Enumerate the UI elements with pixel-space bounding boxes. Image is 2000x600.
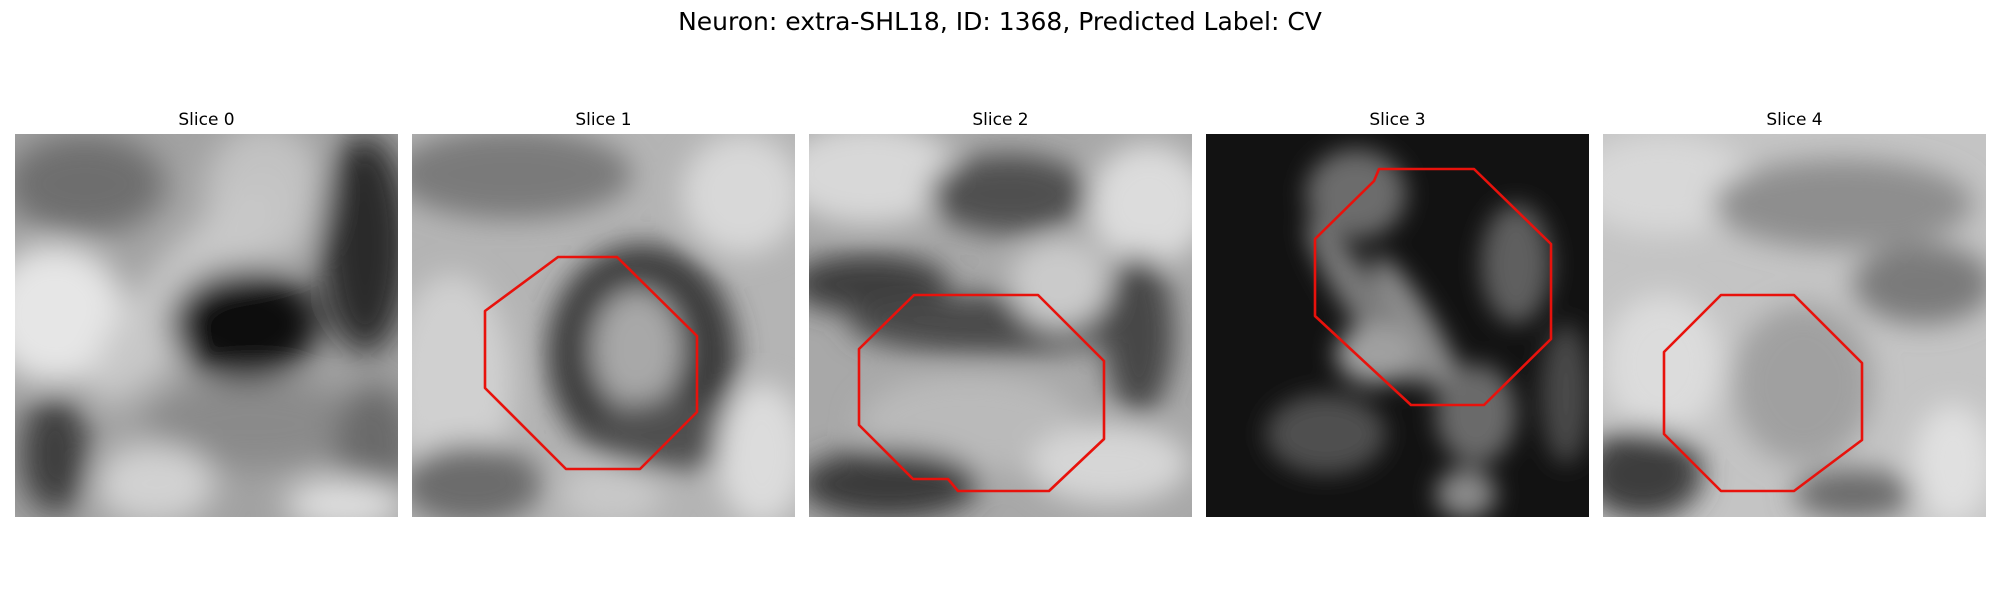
slice-panel-1: Slice 1 bbox=[412, 0, 795, 600]
slice-image-4 bbox=[1603, 134, 1986, 517]
slice-panel-0: Slice 0 bbox=[15, 0, 398, 600]
slice-panel-4: Slice 4 bbox=[1603, 0, 1986, 600]
roi-contour-3 bbox=[1313, 167, 1553, 407]
slice-panel-3: Slice 3 bbox=[1206, 0, 1589, 600]
figure-title: Neuron: extra-SHL18, ID: 1368, Predicted… bbox=[678, 7, 1322, 36]
roi-contour-4 bbox=[1662, 293, 1864, 493]
slice-title-4: Slice 4 bbox=[1766, 110, 1823, 130]
slice-title-2: Slice 2 bbox=[972, 110, 1029, 130]
slice-title-1: Slice 1 bbox=[575, 110, 632, 130]
roi-contour-1 bbox=[483, 255, 699, 471]
slice-title-3: Slice 3 bbox=[1369, 110, 1426, 130]
roi-contour-2 bbox=[857, 293, 1106, 493]
slice-panel-2: Slice 2 bbox=[809, 0, 1192, 600]
slice-image-1 bbox=[412, 134, 795, 517]
slice-title-0: Slice 0 bbox=[178, 110, 235, 130]
slice-image-2 bbox=[809, 134, 1192, 517]
slice-image-0 bbox=[15, 134, 398, 517]
slice-image-3 bbox=[1206, 134, 1589, 517]
